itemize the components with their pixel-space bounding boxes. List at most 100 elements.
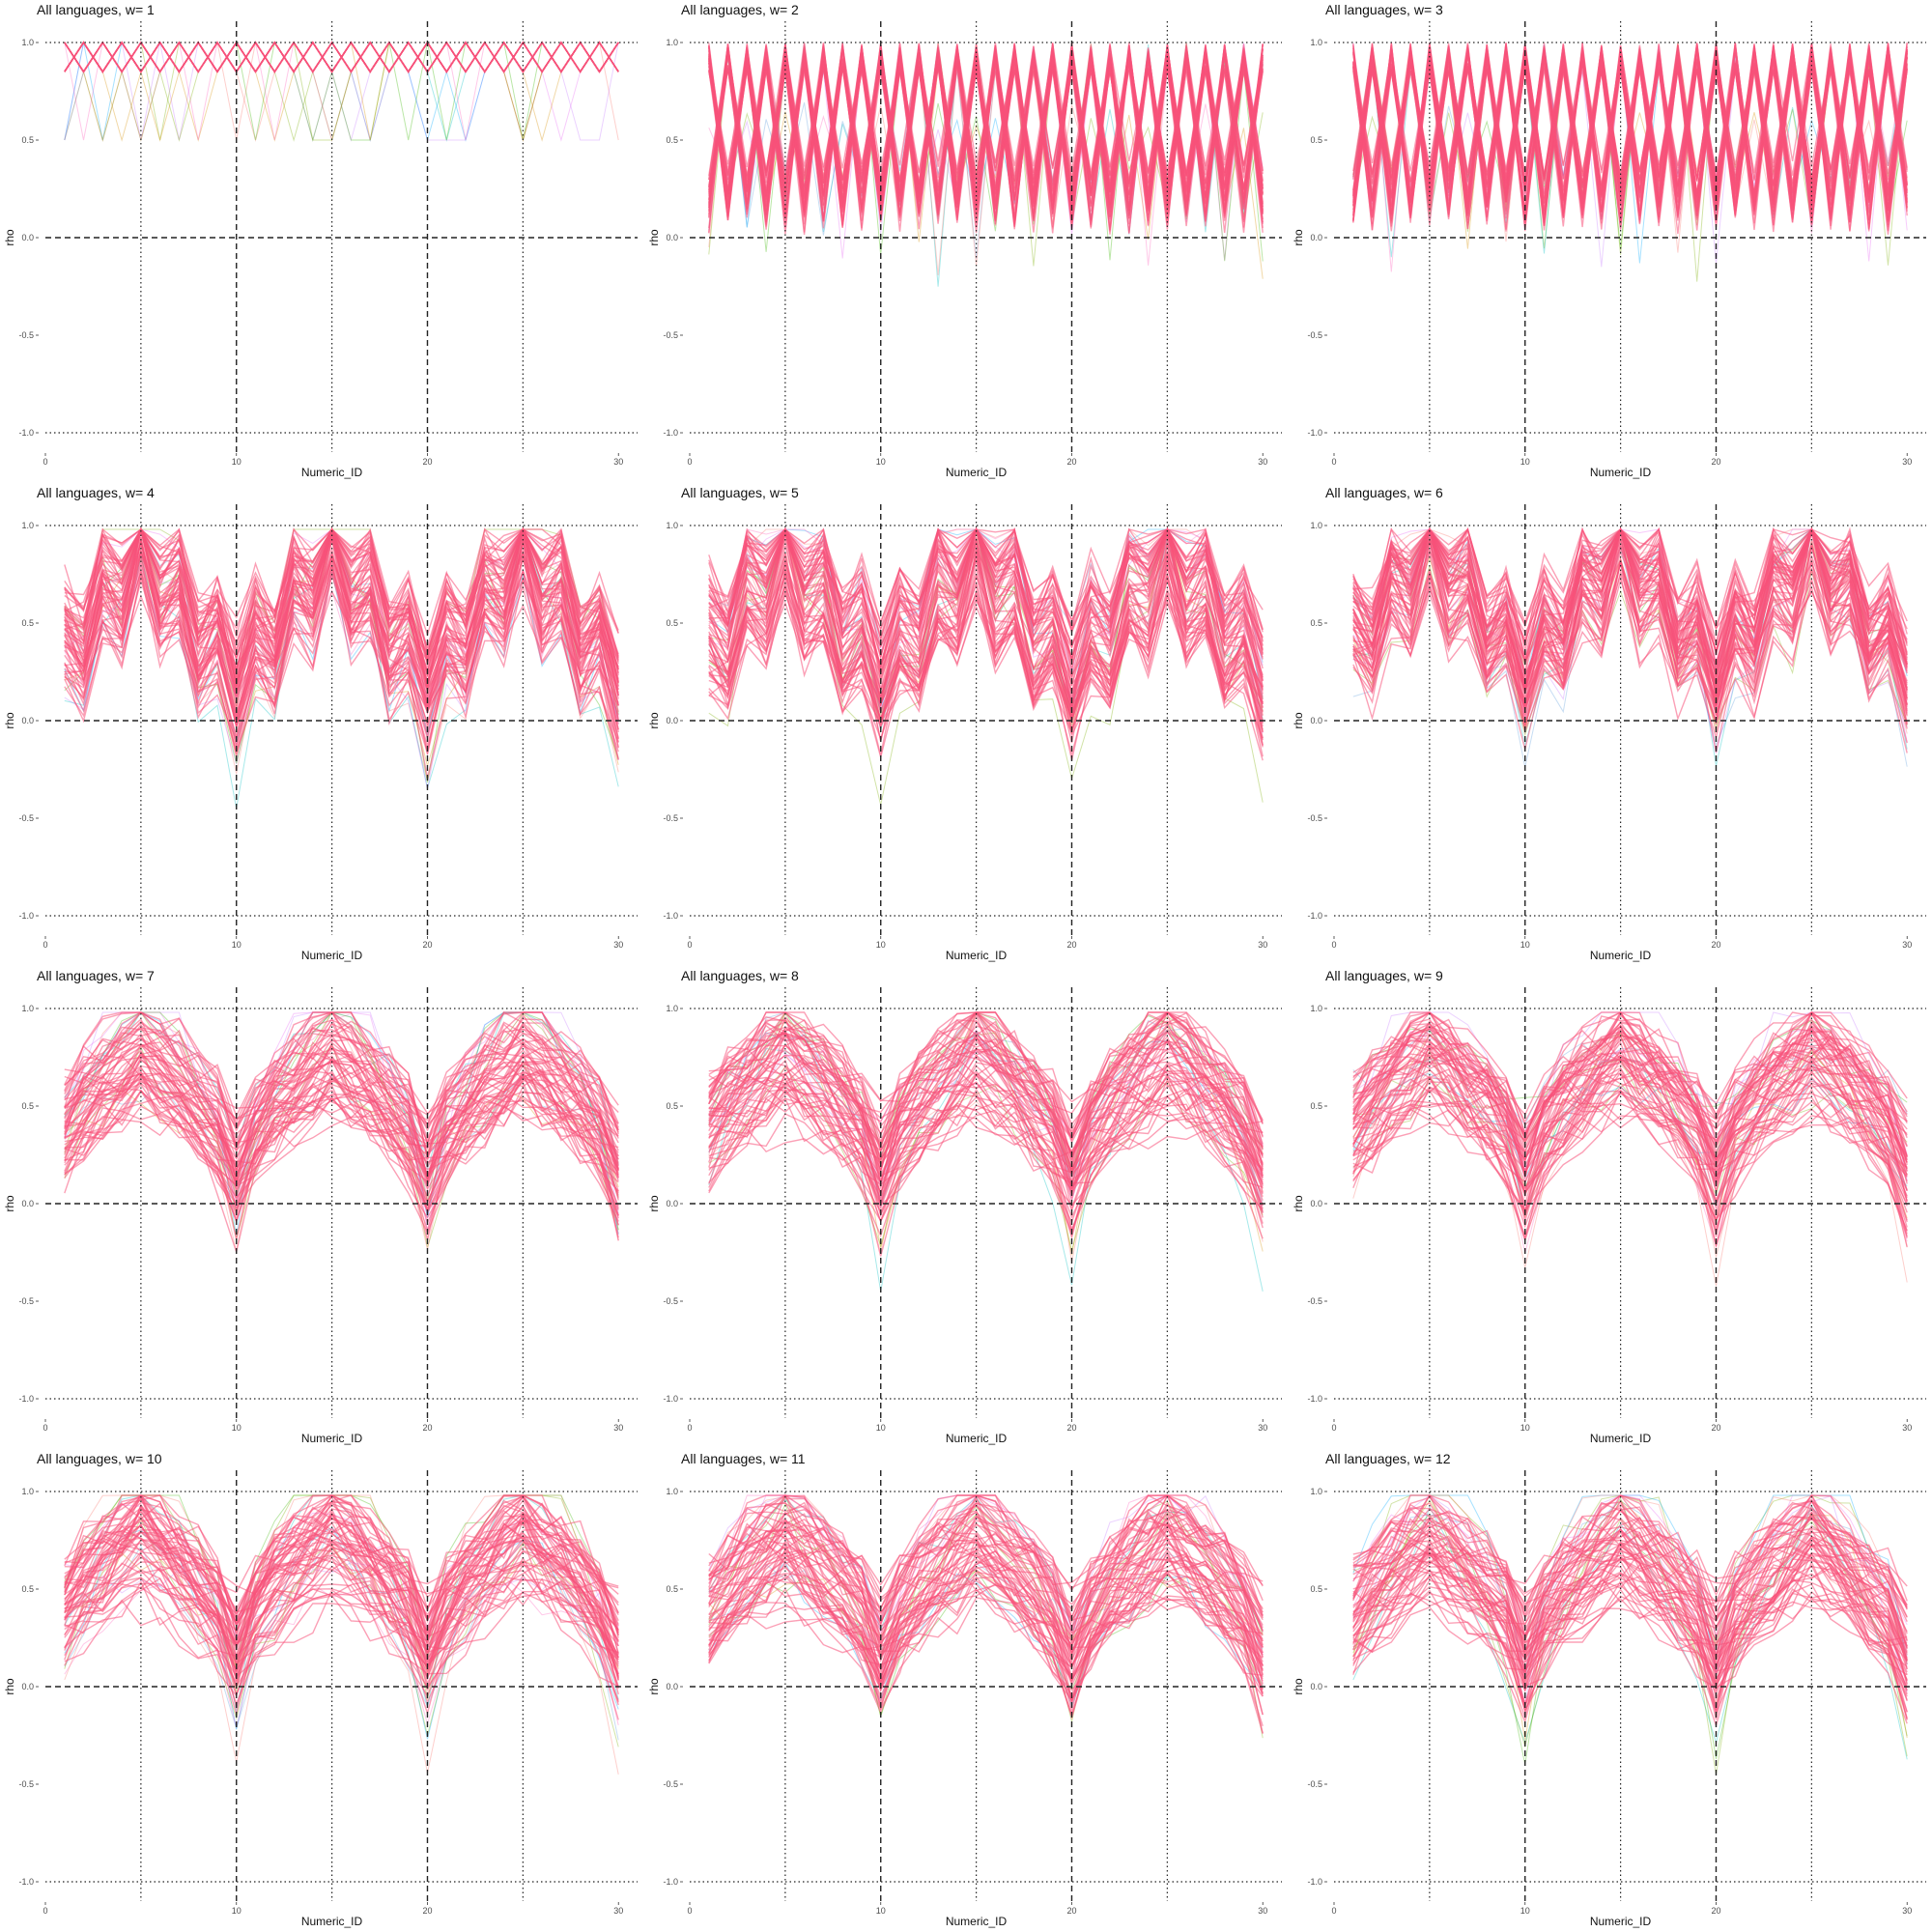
series-line	[64, 1556, 619, 1681]
series-line	[1352, 1583, 1908, 1680]
series-line	[1352, 1507, 1908, 1619]
series-line	[64, 1494, 619, 1637]
series-line	[64, 1022, 619, 1146]
chart-title: All languages, w= 11	[681, 1451, 806, 1466]
y-tick-label: 0.5	[1310, 135, 1322, 145]
chart-svg: -1.0 -0.5 0.0 0.5 1.0 0 10 20 30 Numeric_ID rho	[647, 1470, 1282, 1928]
series-line	[708, 1524, 1264, 1662]
x-axis-title: Numeric_ID	[946, 466, 1008, 479]
series-line	[64, 526, 619, 747]
series-line	[1352, 1057, 1908, 1195]
series-line	[1352, 1531, 1908, 1634]
y-tick-label: 0.0	[666, 1199, 678, 1208]
series-line	[708, 1071, 1264, 1238]
y-tick-label: -0.5	[663, 1779, 678, 1789]
x-tick-label: 20	[1066, 457, 1076, 467]
series-line	[708, 1528, 1264, 1714]
series-line	[64, 1011, 619, 1185]
chart-panel-w8: All languages, w= 8 -1.0 -0.5 0.0 0.5 1.0 0 10 2…	[644, 966, 1289, 1449]
x-axis: 0 10 20 30	[1331, 453, 1912, 467]
series-lines	[64, 1010, 619, 1255]
reference-lines	[1334, 987, 1926, 1418]
y-tick-label: -1.0	[1307, 911, 1322, 921]
series-lines	[708, 1493, 1264, 1739]
y-tick-label: -1.0	[18, 1877, 34, 1887]
series-line	[708, 1571, 1264, 1681]
series-line	[1352, 1494, 1908, 1661]
reference-lines	[690, 504, 1282, 935]
series-line	[64, 1556, 619, 1697]
x-axis: 0 10 20 30	[1331, 936, 1912, 950]
x-tick-label: 0	[687, 1423, 692, 1433]
x-tick-label: 10	[1520, 457, 1530, 467]
series-line	[708, 49, 1264, 221]
series-line	[1352, 1494, 1908, 1662]
series-line	[64, 1528, 619, 1631]
series-line	[708, 1550, 1264, 1682]
x-axis-title: Numeric_ID	[1590, 1915, 1652, 1928]
y-tick-label: 1.0	[1310, 1487, 1322, 1496]
y-tick-label: -1.0	[18, 1394, 34, 1404]
chart-title: All languages, w= 12	[1325, 1451, 1451, 1466]
chart-title: All languages, w= 3	[1325, 2, 1443, 17]
y-tick-label: 1.0	[1310, 38, 1322, 47]
series-lines	[64, 41, 619, 142]
x-tick-label: 0	[687, 1906, 692, 1916]
series-line	[64, 1548, 619, 1678]
reference-lines	[690, 1470, 1282, 1901]
series-line	[1352, 1506, 1908, 1613]
chart-panel-w3: All languages, w= 3 -1.0 -0.5 0.0 0.5 1.0 0 10 2…	[1289, 0, 1932, 483]
x-tick-label: 0	[43, 457, 47, 467]
series-line	[1352, 1066, 1908, 1247]
x-tick-label: 20	[1066, 940, 1076, 950]
series-line	[64, 1010, 619, 1181]
series-line	[708, 1073, 1264, 1172]
chart-title: All languages, w= 6	[1325, 485, 1443, 500]
series-line	[64, 1104, 619, 1187]
y-tick-label: -0.5	[18, 813, 34, 823]
series-line	[64, 1537, 619, 1720]
series-line	[64, 536, 619, 740]
y-tick-label: -0.5	[18, 330, 34, 340]
y-axis: -1.0 -0.5 0.0 0.5 1.0	[18, 521, 39, 921]
series-line	[708, 1049, 1264, 1162]
y-tick-label: 0.0	[666, 233, 678, 242]
series-line	[64, 528, 619, 687]
y-axis: -1.0 -0.5 0.0 0.5 1.0	[1307, 38, 1327, 438]
series-line	[1352, 1544, 1908, 1720]
x-axis-title: Numeric_ID	[301, 466, 363, 479]
chart-svg: -1.0 -0.5 0.0 0.5 1.0 0 10 20 30 Numeric_ID rho	[1292, 1470, 1926, 1928]
y-tick-label: 0.5	[21, 135, 34, 145]
series-line	[64, 1014, 619, 1135]
y-axis-title: rho	[1292, 712, 1305, 729]
series-line	[1352, 1070, 1908, 1236]
y-tick-label: -0.5	[663, 1296, 678, 1306]
chart-svg: -1.0 -0.5 0.0 0.5 1.0 0 10 20 30 Numeric_ID rho	[1292, 987, 1926, 1445]
series-line	[1352, 1024, 1908, 1146]
series-line	[1352, 1076, 1908, 1204]
series-line	[708, 526, 1264, 662]
chart-svg: -1.0 -0.5 0.0 0.5 1.0 0 10 20 30 Numeric_ID rho	[3, 21, 638, 479]
y-tick-label: -0.5	[18, 1779, 34, 1789]
x-axis: 0 10 20 30	[687, 1419, 1267, 1433]
x-tick-label: 10	[232, 940, 242, 950]
series-lines	[64, 1493, 619, 1775]
series-line	[708, 1011, 1264, 1170]
y-tick-label: -1.0	[18, 911, 34, 921]
y-axis-title: rho	[3, 1678, 16, 1695]
chart-svg: -1.0 -0.5 0.0 0.5 1.0 0 10 20 30 Numeric_ID rho	[647, 987, 1282, 1445]
x-tick-label: 30	[1258, 940, 1267, 950]
x-tick-label: 10	[232, 1423, 242, 1433]
chart-panel-w12: All languages, w= 12 -1.0 -0.5 0.0 0.5 1.0 0 10…	[1289, 1449, 1932, 1932]
chart-title: All languages, w= 2	[681, 2, 799, 17]
chart-panel-w6: All languages, w= 6 -1.0 -0.5 0.0 0.5 1.0 0 10 2…	[1289, 483, 1932, 966]
series-line	[708, 1114, 1264, 1208]
series-line	[64, 1496, 619, 1659]
series-line	[64, 1081, 619, 1216]
y-tick-label: -1.0	[663, 1877, 678, 1887]
series-line	[708, 1011, 1264, 1185]
series-line	[1352, 1564, 1908, 1724]
x-axis: 0 10 20 30	[687, 453, 1267, 467]
chart-svg: -1.0 -0.5 0.0 0.5 1.0 0 10 20 30 Numeric_ID rho	[3, 504, 638, 962]
x-tick-label: 20	[422, 1423, 432, 1433]
